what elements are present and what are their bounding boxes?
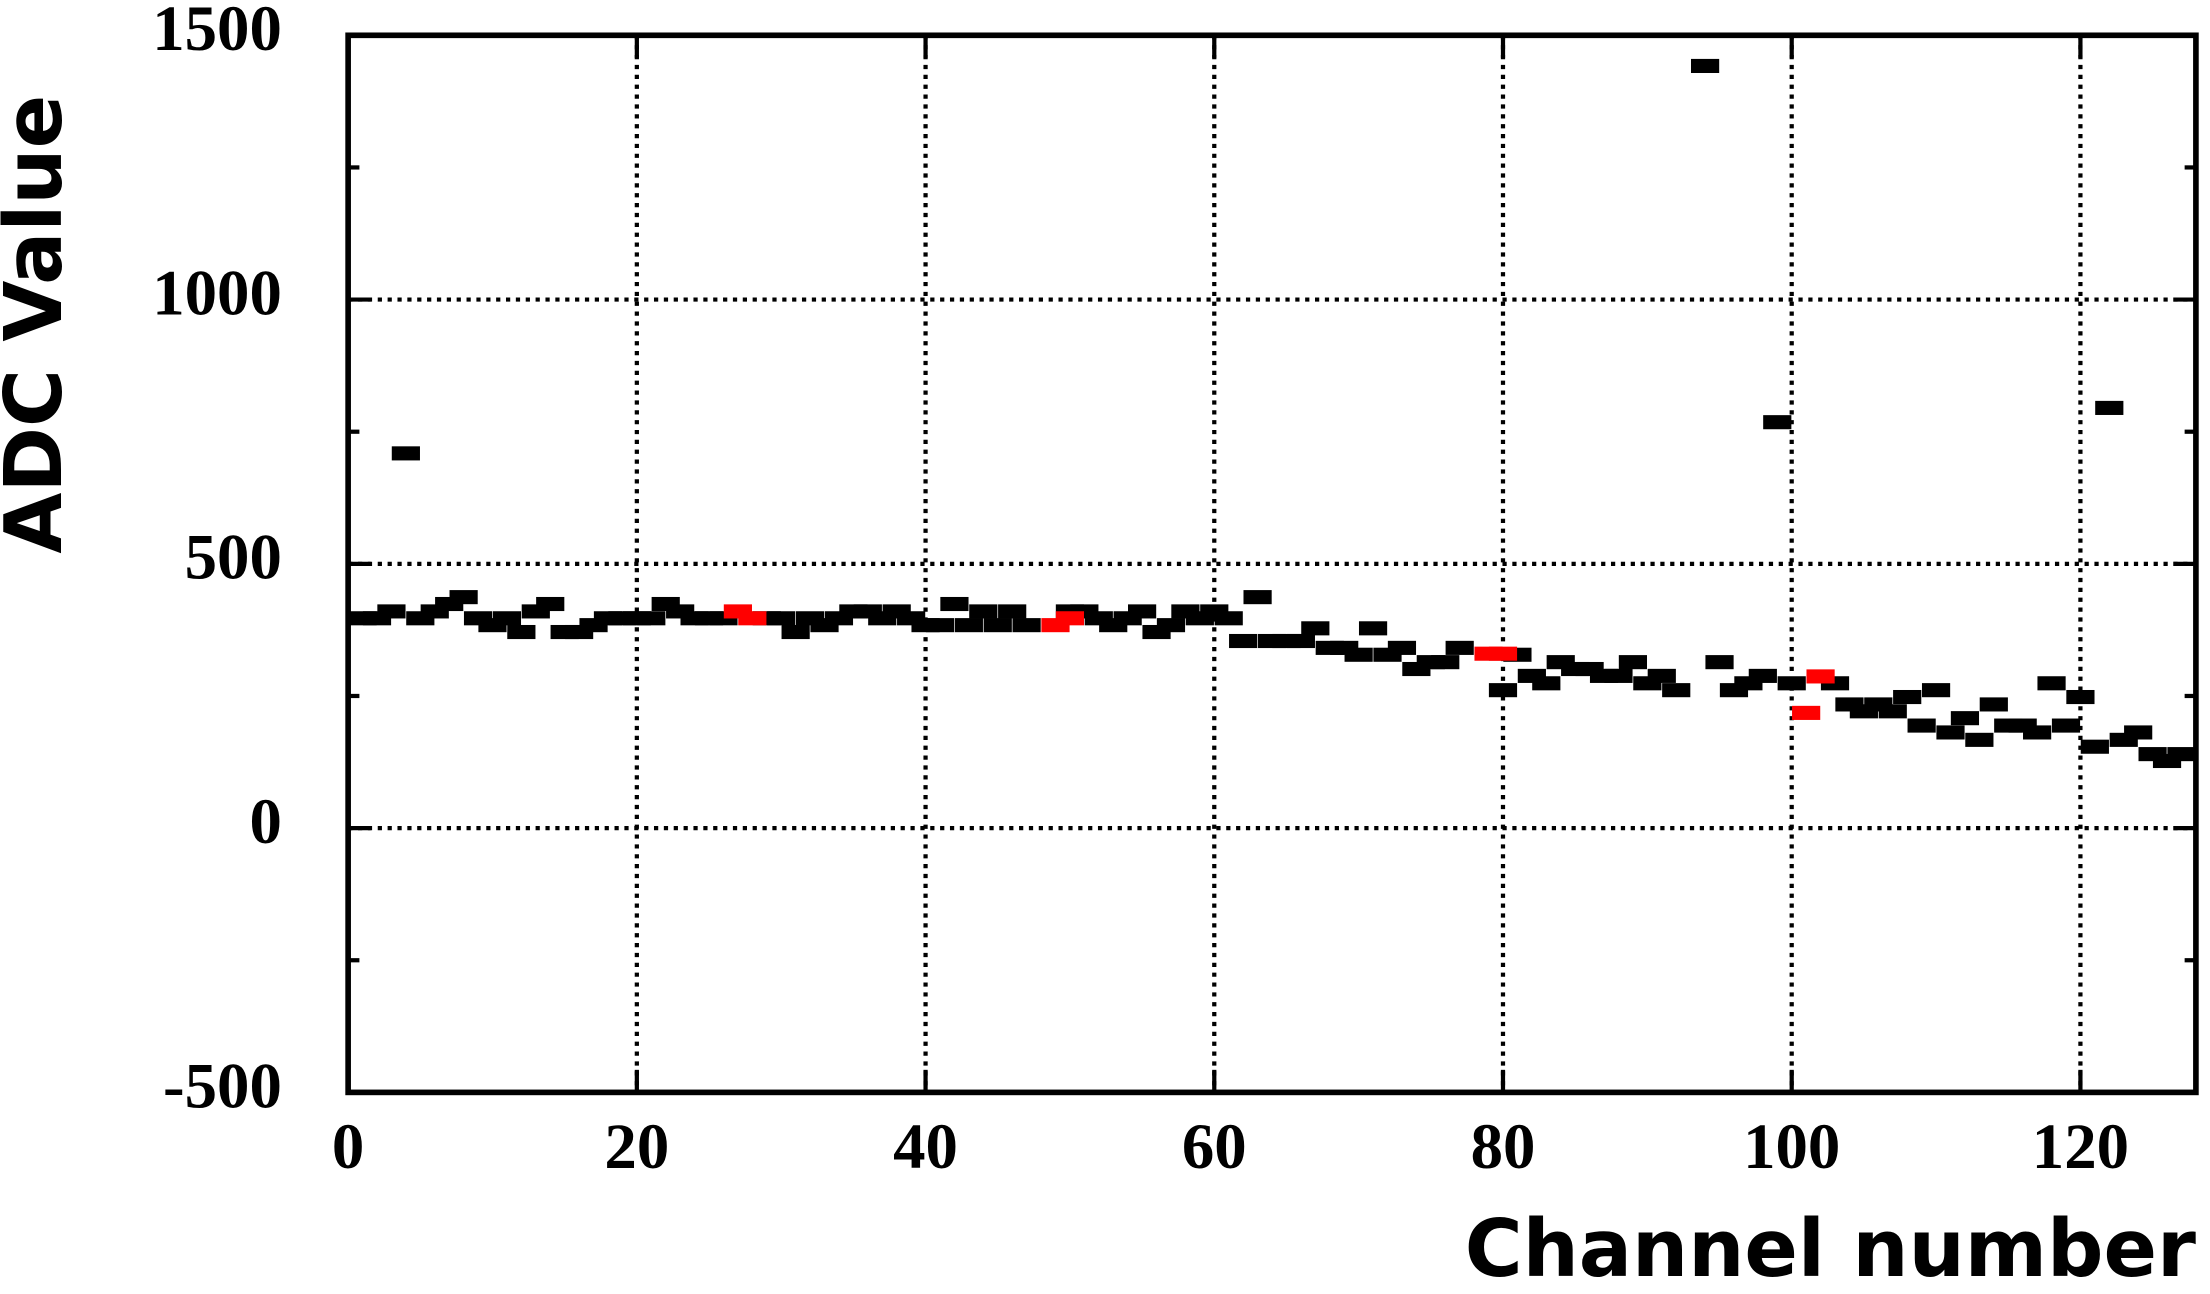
point [1243,590,1272,605]
point [1792,705,1821,720]
point [2051,718,2081,733]
point [1012,618,1041,633]
point [1229,633,1258,649]
point [738,611,767,626]
point [925,618,955,633]
point [1748,668,1777,683]
point [969,604,998,619]
point [1979,697,2008,712]
point [1358,621,1388,636]
point [2023,725,2052,740]
point [1806,669,1835,684]
point [998,604,1027,619]
point [1488,683,1518,698]
x-tick-label: 120 [2032,1111,2129,1183]
point [1344,647,1373,662]
y-tick-label: -500 [163,1050,282,1122]
point [637,611,666,626]
x-tick-label: 0 [332,1111,364,1183]
point [1618,655,1648,670]
point [1950,711,1980,726]
point [1705,655,1734,670]
point [767,611,796,626]
point [1907,718,1936,733]
point [2124,725,2153,740]
point [2095,400,2124,415]
x-tick-label: 80 [1471,1111,1536,1183]
point [1055,611,1085,626]
point [1878,704,1907,719]
point [1128,604,1157,619]
y-tick-label: 0 [249,786,281,858]
point [781,624,810,640]
plot-frame [345,32,2199,1096]
point [1532,676,1561,691]
x-tick-label: 20 [604,1111,669,1183]
point [1777,676,1806,691]
point [1445,640,1474,655]
x-tick-label: 40 [893,1111,958,1183]
point [1488,646,1518,661]
point [536,596,565,612]
point [449,590,478,605]
point [1286,633,1315,649]
point [1690,58,1720,74]
point [1214,611,1243,626]
point [1387,640,1417,655]
point [1662,683,1691,698]
x-axis-title: Channel number [1465,1203,2196,1294]
point [1431,655,1460,670]
point [492,611,522,626]
x-tick-label: 60 [1182,1111,1247,1183]
point [2037,676,2066,691]
point [391,446,420,461]
point [940,596,969,612]
point [1921,683,1951,698]
y-axis-title: ADC Value [0,95,80,554]
point [983,618,1012,633]
y-tick-label: 1000 [152,257,282,329]
point [1647,668,1676,683]
y-tick-label: 1500 [152,0,282,65]
point [1301,621,1330,636]
point [1965,732,1994,747]
x-tick-label: 100 [1743,1111,1840,1183]
y-tick-label: 500 [185,522,282,594]
point [377,604,406,619]
point [2167,747,2196,762]
point [507,624,536,640]
point [2066,689,2095,705]
point [1936,725,1965,740]
point [1604,668,1633,683]
point [954,618,983,633]
point [2080,739,2109,754]
point [1893,689,1922,705]
point [1156,618,1186,633]
point [1763,415,1792,430]
